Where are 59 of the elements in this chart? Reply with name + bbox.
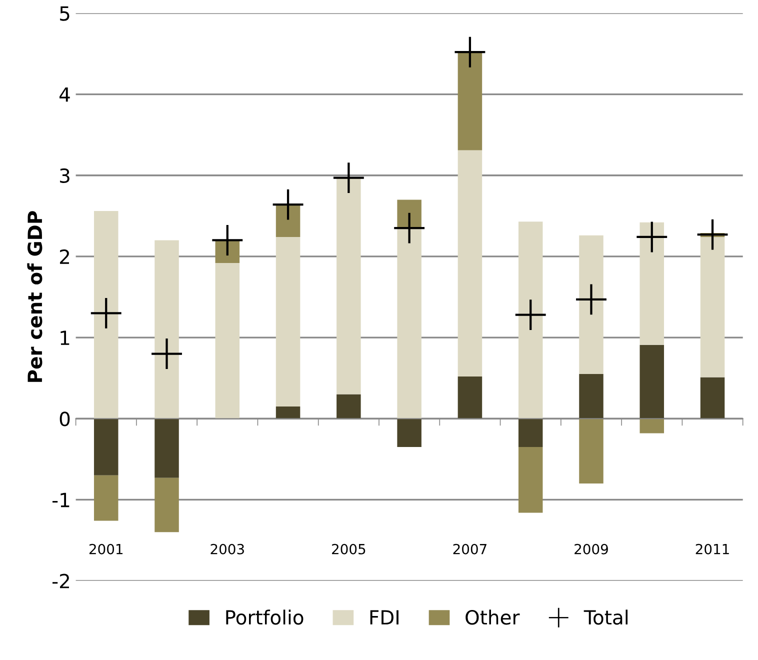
bar [276, 406, 300, 419]
x-tick-label: 2005 [332, 544, 366, 554]
bar [154, 240, 179, 419]
point [90, 298, 122, 328]
bar [579, 418, 604, 484]
y-tick-label: 1 [60, 330, 70, 345]
bar [397, 418, 422, 448]
bar [94, 475, 118, 521]
point [272, 189, 304, 220]
bar [640, 222, 664, 345]
x-tick-label: 2003 [210, 544, 244, 554]
bar [640, 344, 664, 419]
x-tick-label: 2007 [453, 544, 486, 554]
point [212, 225, 243, 256]
point [394, 212, 425, 244]
bar [336, 178, 361, 394]
y-tick-label: 3 [60, 168, 70, 184]
bar [579, 374, 604, 419]
bar [94, 211, 118, 419]
x-tick-label: 2011 [696, 544, 729, 554]
x-tick-label: 2009 [574, 544, 608, 554]
legend-label: Portfolio [226, 610, 304, 625]
bar [640, 418, 664, 434]
bar [154, 418, 179, 478]
point [454, 36, 486, 68]
point [515, 300, 546, 330]
bar [700, 377, 725, 419]
bar [397, 200, 422, 228]
point [333, 162, 364, 194]
bar [276, 236, 300, 406]
y-tick-label: 0 [60, 412, 70, 426]
bar [94, 418, 118, 476]
bar [700, 236, 725, 378]
bar [458, 52, 482, 150]
bar [458, 376, 482, 419]
y-tick-label: -1 [52, 492, 70, 508]
bar [458, 150, 482, 376]
legend-label: FDI [370, 610, 398, 624]
point [636, 222, 668, 252]
y-tick-label: 4 [60, 87, 70, 102]
y-axis-title: Per cent of GDP [27, 211, 42, 382]
legend-label: Total [584, 610, 628, 625]
point [152, 338, 182, 369]
y-tick-label: -2 [52, 574, 69, 588]
bar [215, 262, 240, 419]
bar [154, 478, 179, 532]
bar [518, 418, 543, 448]
bar [336, 394, 361, 419]
bar [397, 228, 422, 419]
x-tick-label: 2001 [89, 544, 123, 554]
y-tick-label: 2 [60, 249, 69, 264]
legend-label: Other [466, 610, 520, 625]
point [697, 219, 728, 250]
y-tick-label: 5 [60, 6, 70, 21]
bar [518, 447, 543, 513]
point [576, 284, 606, 315]
bar [518, 222, 543, 419]
bar [276, 204, 300, 237]
bar [579, 235, 604, 374]
